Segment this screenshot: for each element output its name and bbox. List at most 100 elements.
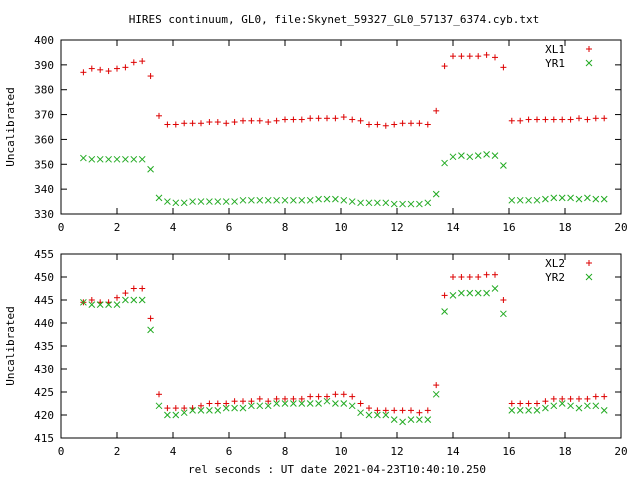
yr2-point [96,301,104,308]
xl1-point [592,115,599,122]
xl2-point [416,409,423,416]
xl1-point [601,115,608,122]
bottom-x-tick-label: 2 [114,445,121,458]
xl2-point [433,382,440,389]
yr2-point [138,296,146,304]
xl2-point [408,407,414,414]
xl2-point [592,393,599,400]
bottom-x-tick-label: 0 [58,445,65,458]
yr1-point [399,200,406,208]
xl1-point [500,64,507,71]
yr2-point [592,402,600,410]
xl2-point [198,402,204,409]
xl2-point [172,405,179,412]
yr2-point [558,400,566,407]
top-x-tick-label: 8 [282,221,289,234]
yr1-point [584,194,591,202]
xl1-point [105,68,112,75]
xl2-point [450,274,456,280]
bottom-x-tick-label: 20 [614,445,627,458]
yr1-point [458,152,465,159]
xl1-point [424,121,431,128]
yr2-point [298,400,306,407]
xl1-point [324,115,330,122]
top-x-tick-label: 4 [170,221,177,234]
xl2-point [508,400,515,407]
top-legend-marker-xl1 [586,46,592,52]
bottom-y-tick-label: 420 [34,409,54,422]
xl2-point [559,395,566,402]
xl1-point [256,117,263,124]
yr2-point [113,301,121,308]
xl1-point [475,53,482,60]
xl1-point [441,63,448,70]
xl1-point [139,58,146,65]
top-x-ticks: 0 2 4 6 8 10 12 14 16 18 20 [58,40,628,234]
yr1-point [542,195,549,203]
yr1-point [390,200,398,208]
chart-title: HIRES continuum, GL0, file:Skynet_59327_… [129,13,540,26]
xl1-point [492,54,498,61]
top-y-tick-label: 360 [34,133,54,146]
xl2-point [441,292,448,299]
xl2-point [399,407,406,414]
yr2-point [525,407,532,414]
yr2-point [88,301,96,308]
yr2-point [281,400,289,407]
yr1-point [273,196,280,204]
xl1-point [349,116,356,123]
top-x-tick-label: 2 [114,221,121,234]
xl2-point [567,395,574,402]
bottom-y-axis-label: Uncalibrated [4,306,17,385]
xl1-point [399,120,406,127]
yr2-point [458,289,465,297]
yr1-point [130,155,138,163]
yr1-point [575,195,583,203]
xl1-point [88,65,95,72]
yr2-point [231,404,238,412]
xl1-point [458,53,465,60]
yr1-point [424,199,432,207]
xl1-point [240,117,246,124]
xl2-point [282,395,288,402]
top-y-tick-label: 400 [34,34,54,47]
bottom-x-tick-label: 18 [558,445,571,458]
yr2-point [584,402,591,410]
xl1-point [366,121,372,128]
top-x-tick-label: 16 [502,221,515,234]
yr2-point [466,289,474,297]
xl2-point [88,297,95,303]
xl2-point [340,391,347,398]
xl1-point [576,115,582,122]
yr2-point [542,404,549,412]
bottom-y-tick-label: 425 [34,386,54,399]
xl2-point [466,274,473,280]
bottom-x-tick-label: 12 [390,445,403,458]
xl1-point [450,53,456,60]
xl1-point [408,120,414,127]
top-series-marks [80,51,608,208]
yr1-point [357,199,364,207]
xl1-point [542,116,549,123]
yr1-point [466,153,474,161]
bottom-y-tick-label: 455 [34,248,54,261]
top-y-tick-label: 380 [34,84,54,97]
yr2-point [567,402,574,410]
yr2-point [332,400,339,407]
yr2-point [382,411,390,419]
xl1-point [517,117,524,124]
xl2-point [265,398,272,405]
xl1-point [114,65,120,72]
xl1-point [97,66,104,73]
yr1-point [172,199,180,207]
xl2-point [139,285,146,292]
top-legend-marker-yr1 [585,59,593,67]
xl1-point [433,107,440,114]
top-y-tick-label: 370 [34,109,54,122]
yr1-point [290,196,297,204]
top-x-tick-label: 18 [558,221,571,234]
xl1-point [298,116,305,123]
bottom-panel: 415 420 425 430 435 440 445 450 455 0 2 4 6 8 10 12 14 1… [4,248,628,458]
yr2-point [357,409,364,417]
top-x-tick-label: 0 [58,221,65,234]
